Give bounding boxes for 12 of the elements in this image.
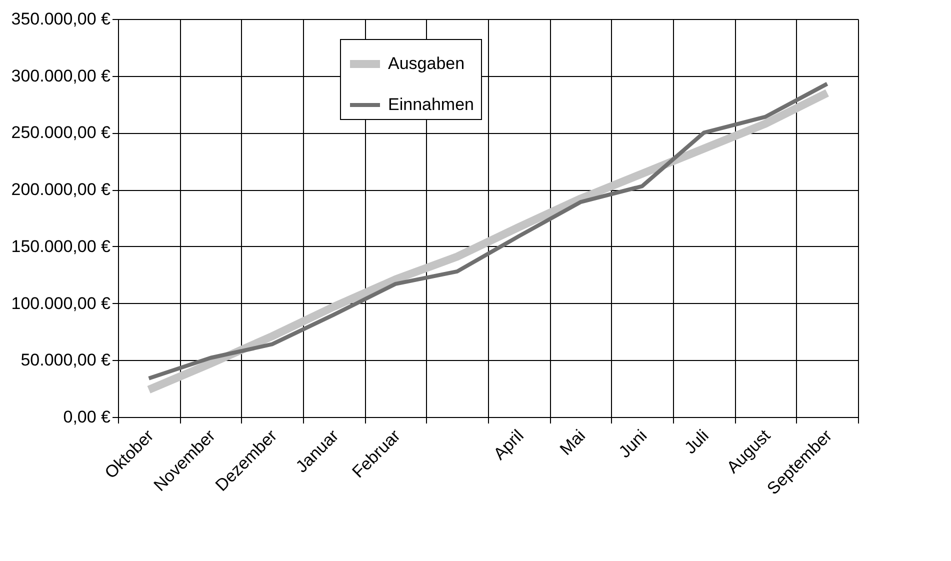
y-tick-label: 200.000,00 € [11,180,112,200]
y-tick-label: 300.000,00 € [11,66,112,86]
y-tick-label: 100.000,00 € [11,294,112,313]
legend-label: Einnahmen [388,95,474,114]
y-tick-label: 0,00 € [63,408,112,426]
y-tick-label: 50.000,00 € [20,350,112,370]
legend-label: Ausgaben [388,54,465,73]
x-tick-label: Juli [680,426,712,458]
y-tick-label: 150.000,00 € [11,236,112,256]
y-tick-label: 350.000,00 € [11,10,112,28]
x-tick-label: Mai [556,426,590,459]
y-tick-label: 250.000,00 € [11,123,112,142]
